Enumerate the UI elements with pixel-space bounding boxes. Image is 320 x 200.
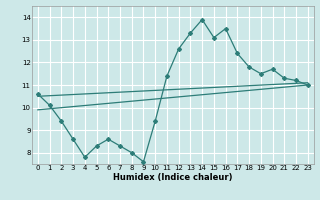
- X-axis label: Humidex (Indice chaleur): Humidex (Indice chaleur): [113, 173, 233, 182]
